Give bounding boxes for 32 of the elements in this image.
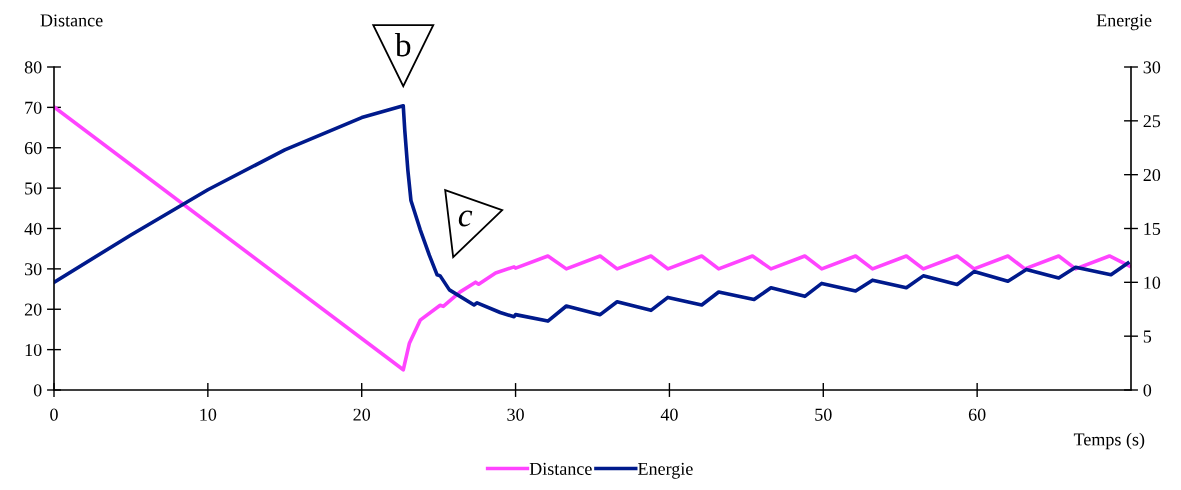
x-tick-label: 50 bbox=[815, 408, 832, 421]
annotation: c bbox=[458, 210, 473, 227]
legend-label: Energie bbox=[638, 462, 693, 479]
y2-tick-label: 25 bbox=[1143, 115, 1161, 128]
annotation: b bbox=[394, 33, 411, 57]
y2-tick-label: 20 bbox=[1143, 168, 1161, 182]
y-tick-label: 0 bbox=[33, 384, 42, 397]
x-tick-label: 40 bbox=[660, 408, 678, 421]
y-tick-label: 70 bbox=[25, 101, 42, 114]
x-tick-label: 60 bbox=[968, 408, 986, 421]
line-series bbox=[54, 105, 1131, 372]
y-tick-label: 60 bbox=[24, 142, 42, 155]
y-tick-label: 20 bbox=[24, 303, 42, 316]
x-tick-label: 0 bbox=[50, 408, 58, 421]
y2-tick-label: 5 bbox=[1143, 330, 1152, 343]
x-axis-title: Temps (s) bbox=[1073, 432, 1145, 450]
y-tick-label: 10 bbox=[25, 343, 42, 357]
y-tick-label: 40 bbox=[24, 222, 42, 235]
y2-tick-label: 15 bbox=[1144, 222, 1161, 235]
x-tick-label: 10 bbox=[200, 408, 217, 421]
y-axis-title: Distance bbox=[40, 14, 103, 27]
y-tick-label: 80 bbox=[24, 61, 42, 74]
y2-tick-label: 30 bbox=[1143, 61, 1161, 74]
legend-label: Distance bbox=[529, 462, 592, 475]
y2-axis-title: Energie bbox=[1096, 14, 1152, 31]
y-tick-label: 50 bbox=[25, 182, 42, 195]
x-tick-label: 20 bbox=[353, 408, 371, 421]
x-tick-label: 30 bbox=[507, 408, 524, 421]
line-series bbox=[54, 103, 1130, 323]
y2-tick-label: 0 bbox=[1143, 384, 1152, 397]
y-tick-label: 30 bbox=[25, 263, 42, 276]
y2-tick-label: 10 bbox=[1144, 276, 1161, 289]
